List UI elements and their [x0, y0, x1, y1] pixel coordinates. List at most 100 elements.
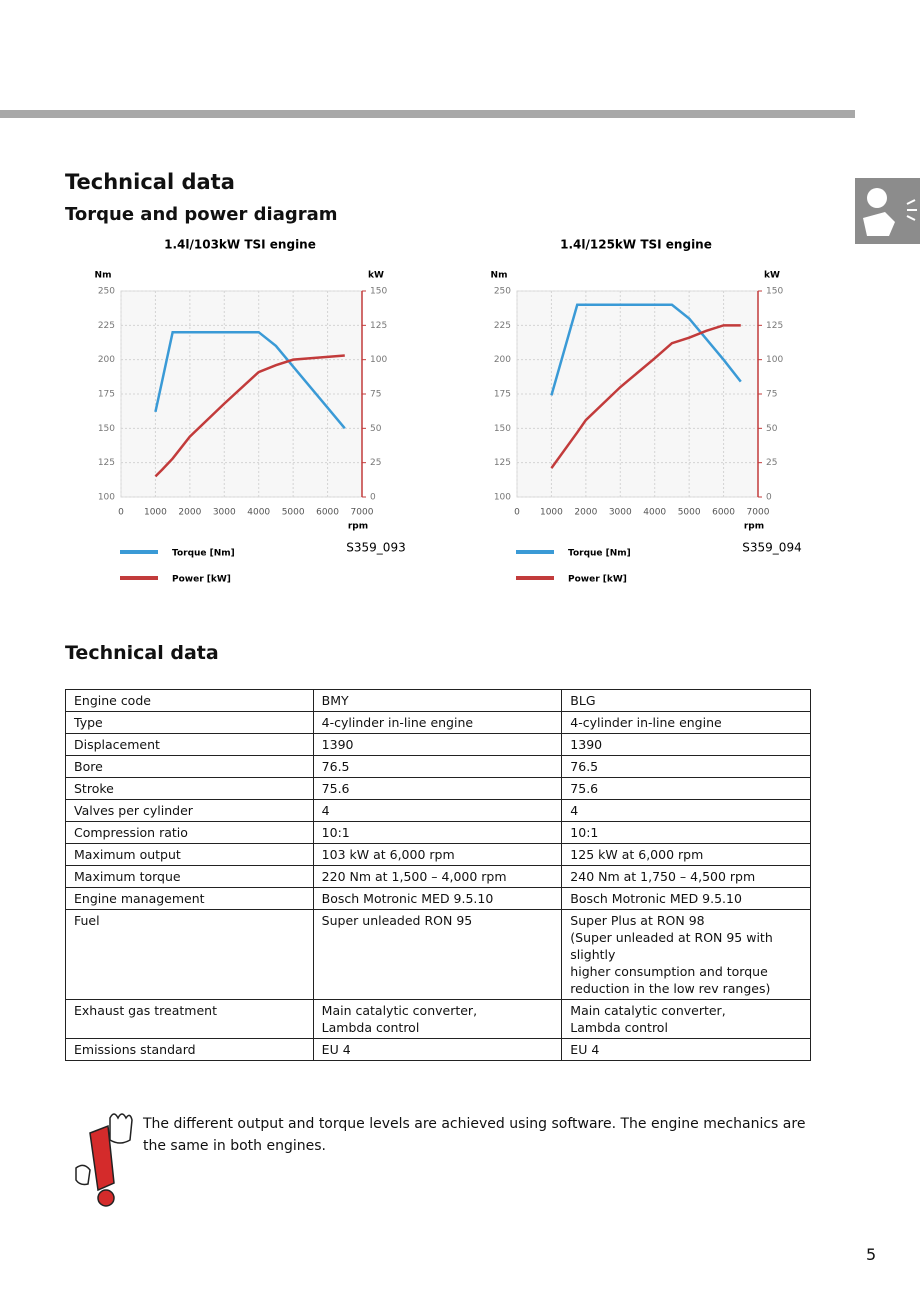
table-row: Compression ratio 10:1 10:1: [65, 821, 811, 844]
y2-tick-label: 25: [370, 458, 381, 468]
table-row: Valves per cylinder 4 4: [65, 799, 811, 822]
table-cell: Maximum torque: [65, 865, 314, 888]
y2-tick-label: 50: [370, 424, 382, 434]
table-cell: Main catalytic converter, Lambda control: [312, 999, 563, 1039]
y2-tick-label: 150: [370, 287, 387, 297]
y2-tick-label: 50: [766, 424, 778, 434]
x-axis-label: rpm: [348, 522, 368, 532]
table-row: Fuel Super unleaded RON 95 Super Plus at R…: [65, 909, 811, 1000]
table-cell: Engine code: [65, 689, 314, 712]
table-cell: 1390: [312, 733, 563, 756]
section-subtitle: Torque and power diagram: [65, 204, 338, 225]
y2-tick-label: 125: [766, 321, 783, 331]
note-text: The different output and torque levels a…: [143, 1116, 806, 1154]
x-tick-label: 6000: [712, 508, 735, 518]
figure-code: S359_093: [346, 541, 405, 555]
table-cell: 1390: [561, 733, 811, 756]
x-axis-label: rpm: [744, 522, 764, 532]
x-tick-label: 2000: [574, 508, 597, 518]
y2-tick-label: 25: [766, 458, 777, 468]
table-cell: 76.5: [561, 755, 811, 778]
chart: 1.4l/125kW TSI engine Nm kW rpm 100 125 150 175…: [491, 238, 802, 585]
x-tick-label: 1000: [144, 508, 167, 518]
legend-label: Power [kW]: [568, 575, 627, 585]
table-cell: 4-cylinder in-line engine: [312, 711, 563, 734]
legend-label: Power [kW]: [172, 575, 231, 585]
x-tick-label: 5000: [282, 508, 305, 518]
y-tick-label: 200: [494, 355, 511, 365]
table-cell: 240 Nm at 1,750 – 4,500 rpm: [561, 865, 811, 888]
table-cell: 4: [561, 799, 811, 822]
x-tick-label: 4000: [643, 508, 666, 518]
x-tick-label: 7000: [747, 508, 770, 518]
table-cell: Bosch Motronic MED 9.5.10: [312, 887, 563, 910]
chart-title: 1.4l/103kW TSI engine: [164, 238, 316, 252]
x-tick-label: 5000: [678, 508, 701, 518]
table-cell: Bore: [65, 755, 314, 778]
y-tick-label: 100: [98, 493, 115, 503]
y-axis-label: Nm: [491, 271, 508, 281]
table-cell: Valves per cylinder: [65, 799, 314, 822]
table-cell: Maximum output: [65, 843, 314, 866]
table-cell: EU 4: [312, 1038, 563, 1061]
x-tick-label: 1000: [540, 508, 563, 518]
legend-label: Torque [Nm]: [568, 549, 631, 559]
y2-tick-label: 0: [370, 493, 376, 503]
y2-tick-label: 75: [370, 390, 381, 400]
table-cell: Fuel: [65, 909, 314, 1000]
x-tick-label: 0: [118, 508, 124, 518]
table-cell: BMY: [312, 689, 563, 712]
chart-title: 1.4l/125kW TSI engine: [560, 238, 712, 252]
y-axis-label: Nm: [95, 271, 112, 281]
table-cell: 4: [312, 799, 563, 822]
x-tick-label: 4000: [247, 508, 270, 518]
y-tick-label: 225: [98, 321, 115, 331]
table-cell: 76.5: [312, 755, 563, 778]
table-cell: Type: [65, 711, 314, 734]
y2-tick-label: 100: [370, 355, 387, 365]
table-cell: Stroke: [65, 777, 314, 800]
table-row: Displacement 1390 1390: [65, 733, 811, 756]
table-row: Bore 76.5 76.5: [65, 755, 811, 778]
x-tick-label: 2000: [178, 508, 201, 518]
series-line: [154, 330, 346, 430]
table-title: Technical data: [65, 642, 219, 664]
warning-icon: [75, 1113, 133, 1207]
series-line: [550, 303, 742, 396]
table-row: Engine management Bosch Motronic MED 9.5.…: [65, 887, 811, 910]
y-tick-label: 150: [98, 424, 115, 434]
chart: 1.4l/103kW TSI engine Nm kW rpm 100 125 150 175…: [95, 238, 406, 585]
table-cell: 10:1: [561, 821, 811, 844]
side-tab: [855, 178, 920, 244]
table-cell: 103 kW at 6,000 rpm: [312, 843, 563, 866]
data-table: Engine code BMY BLG Type 4-cylinder in-line …: [65, 689, 811, 1061]
table-cell: BLG: [561, 689, 811, 712]
table-row: Exhaust gas treatment Main catalytic conv…: [65, 999, 811, 1039]
y-tick-label: 150: [494, 424, 511, 434]
table-cell: Exhaust gas treatment: [65, 999, 314, 1039]
y2-tick-label: 75: [766, 390, 777, 400]
page-number: 5: [866, 1245, 877, 1264]
table-cell: Engine management: [65, 887, 314, 910]
y2-tick-label: 100: [766, 355, 783, 365]
table-cell: 75.6: [312, 777, 563, 800]
y-tick-label: 225: [494, 321, 511, 331]
table-cell: 125 kW at 6,000 rpm: [561, 843, 811, 866]
table-cell: EU 4: [561, 1038, 811, 1061]
table-row: Stroke 75.6 75.6: [65, 777, 811, 800]
table-row: Maximum output 103 kW at 6,000 rpm 125 kW …: [65, 843, 811, 866]
page-title: Technical data: [65, 170, 235, 194]
table-row: Engine code BMY BLG: [65, 689, 811, 712]
series-line: [154, 354, 345, 478]
table-row: Type 4-cylinder in-line engine 4-cylinder …: [65, 711, 811, 734]
y-tick-label: 250: [494, 287, 511, 297]
x-tick-label: 7000: [351, 508, 374, 518]
table-cell: Compression ratio: [65, 821, 314, 844]
table-cell: Bosch Motronic MED 9.5.10: [561, 887, 811, 910]
table-cell: 10:1: [312, 821, 563, 844]
table-cell: Main catalytic converter, Lambda control: [561, 999, 811, 1039]
y2-tick-label: 150: [766, 287, 783, 297]
table-row: Maximum torque 220 Nm at 1,500 – 4,000 rp…: [65, 865, 811, 888]
y-tick-label: 250: [98, 287, 115, 297]
